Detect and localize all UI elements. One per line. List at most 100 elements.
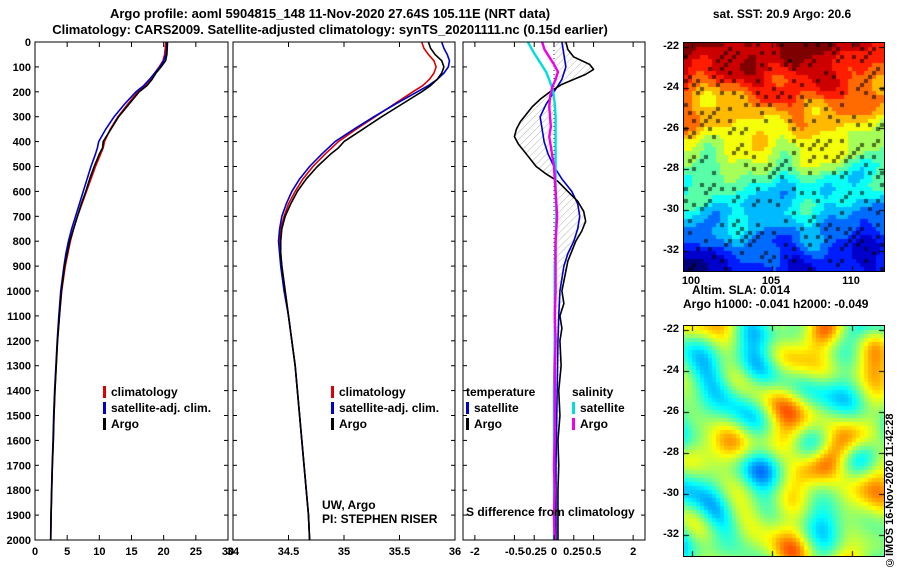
panel-border: [34, 41, 229, 541]
x-tick-label: 15: [125, 546, 137, 558]
y-tick-label: 1400: [7, 386, 31, 398]
y-tick-label: 1600: [7, 435, 31, 447]
sla-map: [683, 325, 885, 557]
legend-marker-sal-argo: [572, 418, 575, 430]
legend-item-sal-satellite: satellite: [572, 400, 625, 416]
legend-label-temp-satellite: satellite: [474, 401, 519, 415]
x-tick-label: 34: [227, 546, 240, 558]
legend-group-header-salinity: salinity: [572, 385, 614, 399]
legend-marker-temp-satellite: [466, 402, 469, 414]
page-subtitle: Climatology: CARS2009. Satellite-adjuste…: [52, 22, 608, 37]
legend-marker-climatology: [331, 386, 334, 398]
x-tick-label: 35: [338, 546, 350, 558]
y-tick-label: 100: [13, 62, 31, 74]
series-argo: [279, 41, 445, 541]
y-tick-label: 1200: [7, 336, 31, 348]
series-climatology: [49, 41, 167, 541]
legend-marker-sal-satellite: [572, 402, 575, 414]
series-argo: [49, 41, 169, 541]
x-tick-label: -2: [470, 546, 480, 558]
annotation-pi: PI: STEPHEN RISER: [322, 512, 438, 526]
sst-map-title: sat. SST: 20.9 Argo: 20.6: [712, 7, 852, 21]
panel-border: [232, 41, 456, 541]
x-tick-label: 30: [222, 546, 234, 558]
legend-item-argo: Argo: [331, 416, 439, 432]
y-tick-label: 800: [13, 236, 31, 248]
legend-diff-salinity: salinity satellite Argo: [572, 384, 625, 432]
x-tick-label: -0.5: [505, 546, 524, 558]
y-tick-label: 500: [13, 162, 31, 174]
x-tick-label: 34.5: [278, 546, 299, 558]
legend-marker-argo: [331, 418, 334, 430]
series-climatology: [278, 41, 437, 541]
legend-marker-satellite-adj-clim: [103, 402, 106, 414]
legend-label-climatology: climatology: [339, 385, 406, 399]
legend-marker-temp-argo: [466, 418, 469, 430]
y-tick-label: 400: [13, 137, 31, 149]
copyright-text: ©IMOS 16-Nov-2020 11:42:28: [884, 413, 896, 568]
y-tick-label: 1700: [7, 460, 31, 472]
y-tick-label: 300: [13, 112, 31, 124]
legend-label-argo: Argo: [111, 417, 139, 431]
x-tick-label: 5: [64, 546, 70, 558]
annotation-s-difference: S difference from climatology: [466, 505, 635, 519]
y-tick-label: 900: [13, 261, 31, 273]
y-tick-label: 1900: [7, 510, 31, 522]
legend-marker-satellite-adj-clim: [331, 402, 334, 414]
series-satellite-adj-clim-: [49, 41, 168, 541]
y-tick-label: 700: [13, 211, 31, 223]
x-tick-label: 0.25: [563, 546, 584, 558]
legend-marker-climatology: [103, 386, 106, 398]
profile-charts: 0100200300400500600700800900100011001200…: [7, 37, 646, 558]
y-tick-label: 0: [25, 37, 31, 49]
sla-value-text: Altim. SLA: 0.014: [692, 283, 791, 297]
y-tick-label: 600: [13, 186, 31, 198]
y-tick-label: 200: [13, 87, 31, 99]
legend-label-sal-satellite: satellite: [580, 401, 625, 415]
legend-label-sal-argo: Argo: [580, 417, 608, 431]
x-tick-label: 2: [630, 546, 636, 558]
legend-item-sal-argo: Argo: [572, 416, 625, 432]
legend-item-climatology: climatology: [331, 384, 439, 400]
x-tick-label: 20: [158, 546, 170, 558]
series-salinity-argo: [540, 41, 560, 541]
legend-item-argo: Argo: [103, 416, 211, 432]
legend-label-temp-argo: Argo: [474, 417, 502, 431]
y-tick-label: 1000: [7, 286, 31, 298]
legend-temperature: climatology satellite-adj. clim. Argo: [103, 384, 211, 432]
x-tick-label: 0: [551, 546, 557, 558]
x-tick-label: 25: [190, 546, 202, 558]
legend-item-satellite-adj-clim: satellite-adj. clim.: [103, 400, 211, 416]
page-title: Argo profile: aoml 5904815_148 11-Nov-20…: [109, 6, 551, 21]
x-tick-label: 35.5: [389, 546, 410, 558]
x-tick-label: 36: [449, 546, 461, 558]
annotation-uw-argo: UW, Argo: [322, 498, 376, 512]
legend-label-climatology: climatology: [111, 385, 178, 399]
legend-item-climatology: climatology: [103, 384, 211, 400]
legend-salinity: climatology satellite-adj. clim. Argo: [331, 384, 439, 432]
x-tick-label: -0.25: [522, 546, 547, 558]
x-tick-label: 0: [32, 546, 38, 558]
legend-label-argo: Argo: [339, 417, 367, 431]
legend-label-satellite-adj-clim: satellite-adj. clim.: [339, 401, 440, 415]
y-tick-label: 1300: [7, 361, 31, 373]
x-tick-label: 0.5: [586, 546, 601, 558]
legend-item-satellite-adj-clim: satellite-adj. clim.: [331, 400, 439, 416]
series-temperature-argo: [513, 41, 595, 540]
series-temperature-satellite: [539, 41, 581, 540]
legend-diff-temperature: temperature satellite Argo: [466, 384, 535, 432]
legend-group-header-temperature: temperature: [466, 385, 536, 399]
y-tick-label: 2000: [7, 535, 31, 547]
y-tick-label: 1100: [7, 311, 31, 323]
legend-marker-argo: [103, 418, 106, 430]
legend-label-satellite-adj-clim: satellite-adj. clim.: [111, 401, 212, 415]
sst-map: [683, 42, 885, 272]
tick-label: 110: [842, 275, 860, 287]
legend-item-temp-satellite: satellite: [466, 400, 535, 416]
x-tick-label: 10: [93, 546, 105, 558]
legend-item-temp-argo: Argo: [466, 416, 535, 432]
y-tick-label: 1500: [7, 411, 31, 423]
y-tick-label: 1800: [7, 485, 31, 497]
argo-h-values-text: Argo h1000: -0.041 h2000: -0.049: [683, 297, 869, 311]
